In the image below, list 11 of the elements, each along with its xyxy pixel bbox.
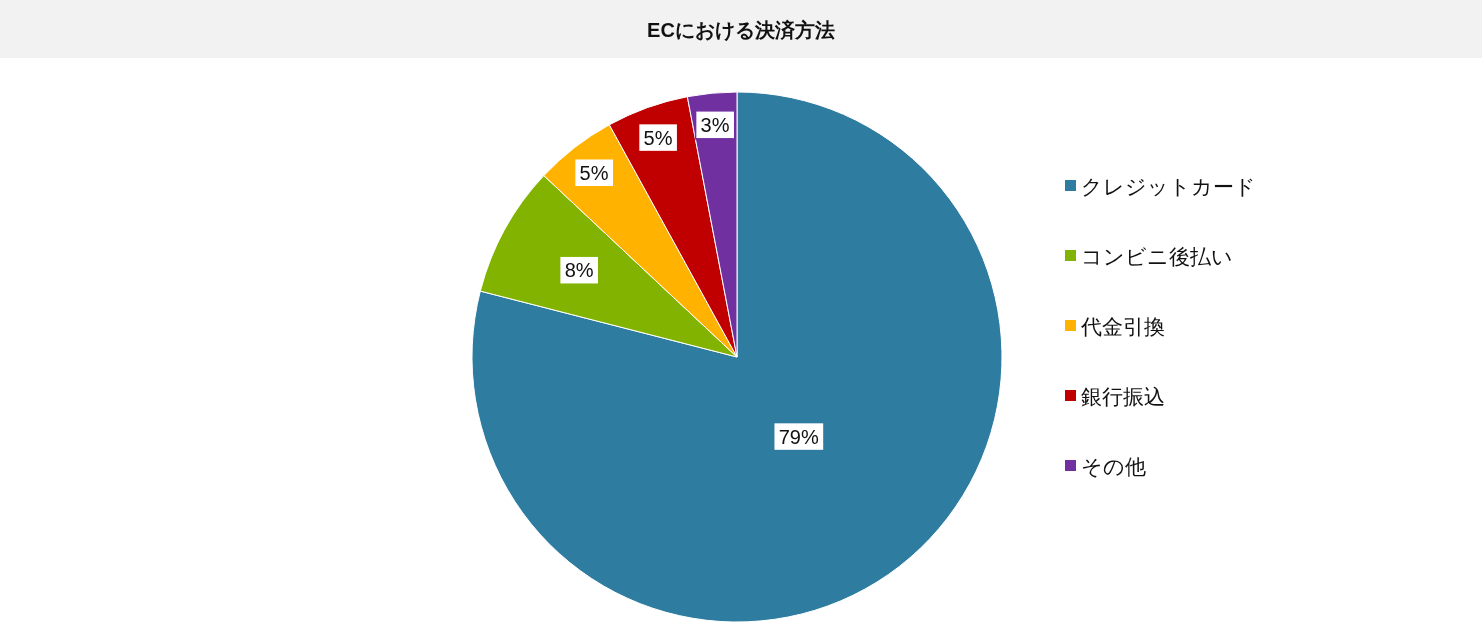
legend-label: 銀行振込	[1081, 385, 1165, 408]
data-label: 5%	[579, 161, 609, 184]
legend-label: 代金引換	[1080, 315, 1165, 338]
data-label: 79%	[778, 425, 819, 448]
data-label: 5%	[643, 126, 673, 149]
data-label: 8%	[564, 259, 594, 282]
legend-label: クレジットカード	[1081, 175, 1256, 198]
legend-label: その他	[1081, 455, 1146, 478]
data-label: 3%	[700, 113, 730, 136]
legend-label: コンビニ後払い	[1081, 245, 1233, 268]
chart-title: ECにおける決済方法	[647, 19, 835, 42]
